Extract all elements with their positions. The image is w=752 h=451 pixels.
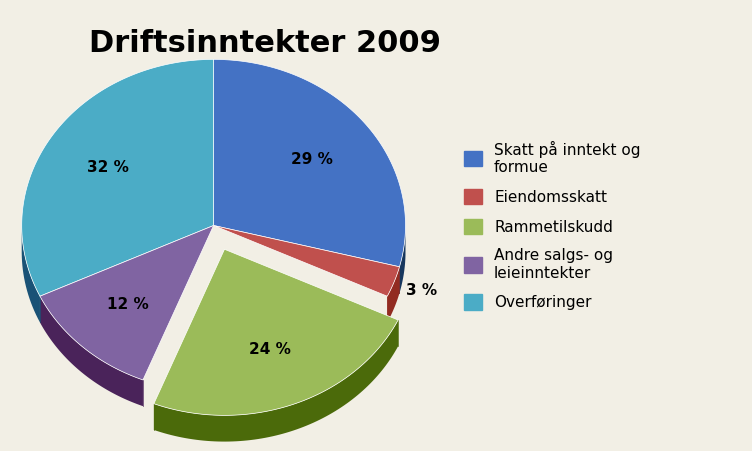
Text: 24 %: 24 %	[250, 342, 291, 357]
Polygon shape	[22, 60, 214, 296]
Polygon shape	[214, 60, 405, 267]
Polygon shape	[399, 229, 405, 293]
Polygon shape	[154, 249, 398, 415]
Text: Driftsinntekter 2009: Driftsinntekter 2009	[89, 29, 441, 58]
Text: 3 %: 3 %	[405, 283, 437, 298]
Text: 12 %: 12 %	[108, 297, 149, 312]
Polygon shape	[40, 226, 214, 380]
Text: 32 %: 32 %	[87, 160, 129, 175]
Polygon shape	[40, 296, 143, 406]
Text: 29 %: 29 %	[291, 152, 333, 167]
Polygon shape	[22, 227, 40, 322]
Legend: Skatt på inntekt og
formue, Eiendomsskatt, Rammetilskudd, Andre salgs- og
leiein: Skatt på inntekt og formue, Eiendomsskat…	[457, 134, 647, 317]
Polygon shape	[387, 267, 399, 322]
Polygon shape	[154, 320, 398, 442]
Polygon shape	[214, 226, 399, 296]
